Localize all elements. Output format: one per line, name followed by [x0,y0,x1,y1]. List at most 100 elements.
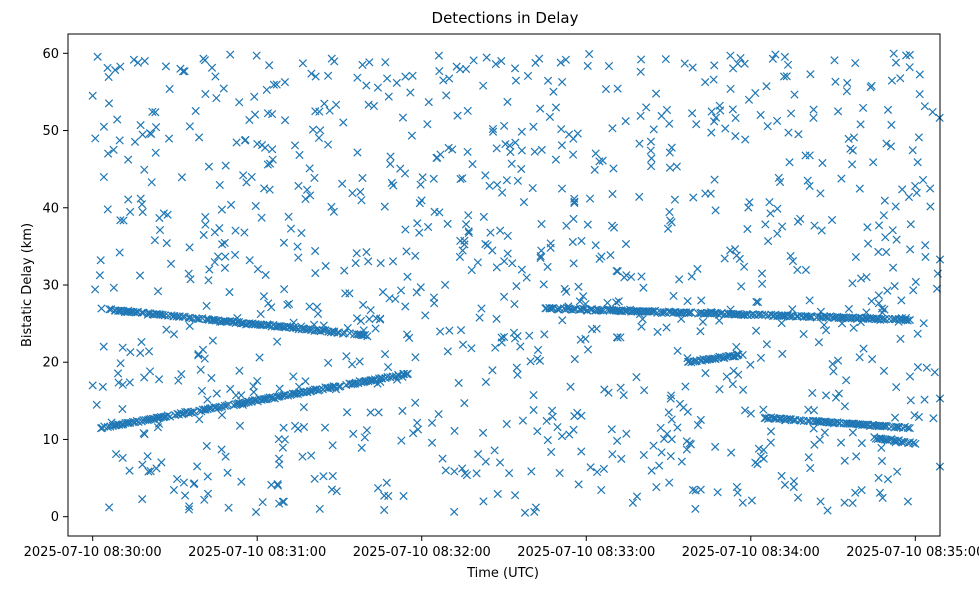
x-tick-label: 2025-07-10 08:35:00 [846,545,979,560]
data-point [492,314,501,323]
data-point [315,504,324,513]
data-point [147,129,156,139]
data-point [208,336,217,345]
data-point [844,304,854,314]
data-point [302,185,312,194]
data-point [683,407,692,416]
data-point [450,467,459,476]
data-point [528,183,537,193]
data-point [439,76,448,85]
data-point [780,52,789,62]
data-point [179,478,189,487]
data-point [581,299,590,309]
data-point [608,450,617,459]
data-point [914,133,923,142]
data-point [118,343,127,352]
data-point [504,468,514,478]
data-point [211,72,220,81]
data-point [609,223,619,232]
data-point [498,188,507,197]
data-point [392,78,401,87]
data-point [574,480,583,489]
data-point [722,372,731,381]
data-point [547,406,557,415]
data-point [696,415,705,424]
data-point [165,412,175,421]
data-point [814,338,824,347]
data-point [557,141,567,150]
data-point [297,322,306,331]
data-point [398,372,407,381]
data-point [583,220,592,229]
data-point [689,193,698,202]
data-point [262,85,271,94]
data-point [493,180,502,190]
data-point [728,64,738,73]
data-point [411,251,420,260]
data-point [849,133,859,142]
data-point [138,495,147,504]
data-point [217,402,227,411]
data-point [672,162,681,171]
data-point [430,207,439,216]
data-point [293,424,303,433]
data-point [840,456,849,465]
data-point [827,215,837,225]
data-point [450,426,459,436]
data-point [557,125,566,134]
data-point [458,246,467,255]
data-point [874,247,883,257]
data-point [397,436,406,445]
data-point [600,385,609,394]
data-point [880,196,889,205]
data-point [310,173,319,182]
data-point [125,378,134,387]
data-point [460,240,469,249]
data-point [310,474,319,483]
data-point [754,444,764,453]
data-point [90,285,100,294]
data-point [805,151,814,160]
data-point [726,84,735,93]
data-point [740,310,749,320]
data-point [663,224,673,233]
data-point [463,106,472,116]
data-point [542,416,551,426]
data-point [488,127,498,136]
data-point [304,325,313,334]
data-point [736,53,745,63]
data-point [207,373,216,383]
data-point [851,252,861,262]
data-point [396,286,406,295]
data-point [502,176,511,185]
data-point [151,108,160,117]
data-point [362,247,371,257]
data-point [731,132,740,141]
data-point [729,366,738,376]
data-point [253,264,263,274]
data-point [488,124,498,134]
data-point [751,326,761,335]
data-point [403,369,412,379]
data-point [834,389,844,398]
data-point [914,412,924,422]
data-point [104,99,114,108]
data-point [257,213,266,222]
data-point [673,346,682,355]
data-point [107,418,116,427]
data-point [786,109,796,118]
data-point [905,315,915,325]
data-point [295,150,304,160]
data-point [342,408,352,417]
data-point [621,239,631,249]
data-point [669,291,678,301]
data-point [561,55,570,64]
data-point [203,472,212,481]
data-point [896,74,905,83]
data-point [415,198,424,208]
scatter-points [88,49,945,517]
data-point [811,416,820,426]
data-point [665,119,674,128]
data-point [399,491,408,501]
data-point [887,120,896,129]
